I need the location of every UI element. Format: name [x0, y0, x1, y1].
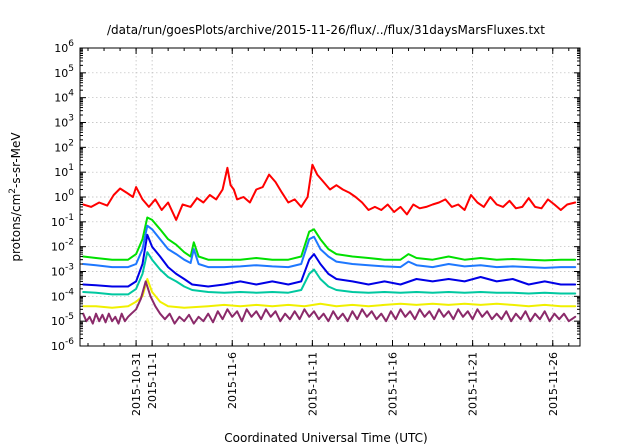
y-tick-exponent: 1 [68, 163, 74, 173]
series-line-2 [82, 216, 577, 262]
y-tick-label: 10-3 [51, 263, 74, 279]
series-line-7 [82, 280, 577, 325]
x-tick-label: 2015-11-1 [146, 352, 159, 409]
y-axis-ticks: 10-610-510-410-310-210-11001011021031041… [51, 39, 580, 353]
x-tick-label: 2015-10-31 [130, 352, 143, 416]
y-axis-label-base: protons/cm [9, 194, 23, 262]
series-line-4 [82, 233, 577, 288]
y-tick-exponent: -6 [65, 337, 74, 347]
y-tick-base: 10 [51, 241, 65, 254]
y-tick-exponent: 6 [68, 39, 74, 49]
series-line-3 [82, 224, 577, 269]
series-line-5 [82, 251, 577, 296]
y-tick-label: 10-6 [51, 337, 74, 353]
y-tick-label: 10-4 [51, 287, 74, 303]
y-tick-base: 10 [51, 266, 65, 279]
x-tick-label: 2015-11-6 [226, 352, 239, 409]
y-tick-label: 10-5 [51, 312, 74, 328]
x-tick-label: 2015-11-16 [387, 352, 400, 416]
y-tick-exponent: -3 [65, 263, 74, 273]
y-tick-base: 10 [54, 92, 68, 105]
y-tick-base: 10 [54, 42, 68, 55]
y-axis-label: protons/cm2-s-sr-MeV [8, 132, 23, 262]
y-tick-exponent: 4 [68, 89, 74, 99]
series-line-1 [82, 163, 577, 221]
y-tick-exponent: -1 [65, 213, 74, 223]
x-axis-label: Coordinated Universal Time (UTC) [224, 431, 427, 445]
y-tick-exponent: 2 [68, 138, 74, 148]
y-tick-base: 10 [51, 216, 65, 229]
x-tick-label: 2015-11-26 [547, 352, 560, 416]
y-tick-label: 10-2 [51, 238, 74, 254]
y-tick-label: 10-1 [51, 213, 74, 229]
y-tick-exponent: 0 [68, 188, 74, 198]
y-tick-base: 10 [51, 315, 65, 328]
y-tick-label: 102 [54, 138, 74, 154]
y-tick-exponent: 5 [68, 64, 74, 74]
y-tick-label: 101 [54, 163, 74, 179]
y-axis-label-rest: -s-sr-MeV [9, 132, 23, 188]
y-tick-base: 10 [54, 191, 68, 204]
y-tick-label: 106 [54, 39, 74, 55]
series-group [82, 163, 577, 325]
y-tick-exponent: -2 [65, 238, 74, 248]
y-tick-label: 100 [54, 188, 74, 204]
x-tick-label: 2015-11-11 [306, 352, 319, 416]
y-tick-label: 104 [54, 89, 74, 105]
grid [80, 48, 580, 346]
y-tick-exponent: -5 [65, 312, 74, 322]
y-tick-base: 10 [51, 340, 65, 353]
chart-title: /data/run/goesPlots/archive/2015-11-26/f… [107, 23, 545, 37]
x-axis-ticks: 2015-10-31 2015-11-1 2015-11-6 2015-11-11 20… [87, 48, 570, 416]
y-tick-base: 10 [54, 166, 68, 179]
y-tick-base: 10 [54, 117, 68, 130]
y-tick-base: 10 [54, 141, 68, 154]
y-tick-base: 10 [54, 67, 68, 80]
y-tick-exponent: -4 [65, 287, 74, 297]
y-tick-exponent: 3 [68, 114, 74, 124]
x-tick-label: 2015-11-21 [467, 352, 480, 416]
y-axis-label-superscript: 2 [8, 188, 18, 194]
y-tick-label: 103 [54, 114, 74, 130]
y-tick-base: 10 [51, 290, 65, 303]
y-tick-label: 105 [54, 64, 74, 80]
